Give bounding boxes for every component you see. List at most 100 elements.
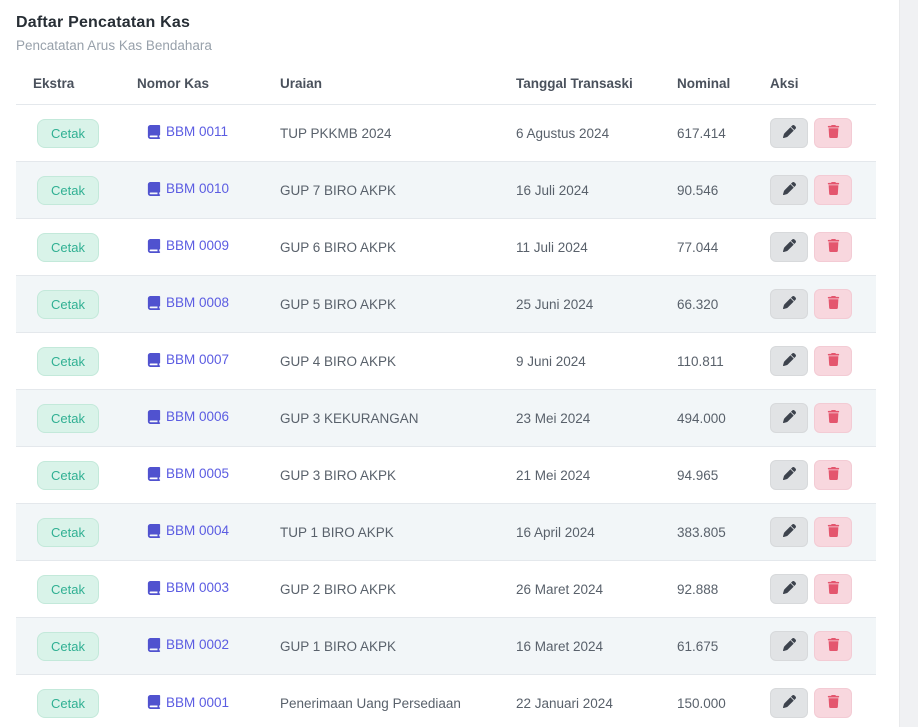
pencil-icon: [782, 467, 796, 483]
book-icon: [147, 295, 161, 310]
nomor-kas-link[interactable]: BBM 0008: [147, 295, 229, 310]
nomor-kas-cell: BBM 0008: [120, 275, 263, 333]
edit-button[interactable]: [770, 346, 808, 376]
nominal-cell: 61.675: [660, 617, 753, 675]
tanggal-cell: 23 Mei 2024: [499, 389, 660, 447]
tanggal-cell: 16 April 2024: [499, 503, 660, 561]
tanggal-cell: 21 Mei 2024: [499, 446, 660, 504]
edit-button[interactable]: [770, 175, 808, 205]
pencil-icon: [782, 695, 796, 711]
aksi-cell: [753, 503, 876, 561]
uraian-cell: GUP 2 BIRO AKPK: [263, 560, 499, 618]
cetak-button[interactable]: Cetak: [37, 574, 99, 604]
column-header-tanggal-transaksi: Tanggal Transaski: [516, 76, 633, 91]
uraian-cell: GUP 4 BIRO AKPK: [263, 332, 499, 390]
delete-button[interactable]: [814, 289, 852, 319]
aksi-cell: [753, 161, 876, 219]
nomor-kas-link[interactable]: BBM 0003: [147, 580, 229, 595]
book-icon: [147, 580, 161, 595]
delete-button[interactable]: [814, 574, 852, 604]
nomor-kas-cell: BBM 0005: [120, 446, 263, 504]
ekstra-cell: Cetak: [16, 161, 120, 219]
page-subtitle: Pencatatan Arus Kas Bendahara: [16, 38, 212, 53]
nomor-kas-label: BBM 0005: [166, 466, 230, 482]
nomor-kas-cell: BBM 0006: [120, 389, 263, 447]
cetak-button[interactable]: Cetak: [37, 631, 99, 661]
table-row: Cetak BBM 0010 GUP 7 BIRO AKPK 16 Juli: [16, 161, 876, 219]
edit-button[interactable]: [770, 517, 808, 547]
delete-button[interactable]: [814, 346, 852, 376]
delete-button[interactable]: [814, 118, 852, 148]
tanggal-cell: 6 Agustus 2024: [499, 104, 660, 162]
cetak-button[interactable]: Cetak: [37, 517, 99, 547]
edit-button[interactable]: [770, 631, 808, 661]
trash-icon: [827, 695, 840, 711]
delete-button[interactable]: [814, 631, 852, 661]
nomor-kas-link[interactable]: BBM 0010: [147, 181, 229, 196]
uraian-cell: GUP 5 BIRO AKPK: [263, 275, 499, 333]
nomor-kas-link[interactable]: BBM 0002: [147, 637, 229, 652]
column-header-nominal: Nominal: [677, 76, 731, 91]
nomor-kas-cell: BBM 0004: [120, 503, 263, 561]
uraian-cell: TUP 1 BIRO AKPK: [263, 503, 499, 561]
aksi-cell: [753, 674, 876, 727]
nomor-kas-link[interactable]: BBM 0011: [147, 124, 228, 139]
nomor-kas-label: BBM 0002: [166, 637, 230, 653]
nomor-kas-link[interactable]: BBM 0005: [147, 466, 229, 481]
cetak-button[interactable]: Cetak: [37, 175, 99, 205]
delete-button[interactable]: [814, 517, 852, 547]
nomor-kas-link[interactable]: BBM 0001: [147, 695, 229, 710]
nomor-kas-label: BBM 0011: [166, 124, 229, 140]
trash-icon: [827, 581, 840, 597]
ekstra-cell: Cetak: [16, 617, 120, 675]
nomor-kas-label: BBM 0009: [166, 238, 230, 254]
table-row: Cetak BBM 0004 TUP 1 BIRO AKPK 16 Apri: [16, 503, 876, 561]
table-body: Cetak BBM 0011 TUP PKKMB 2024 6 Agustu: [16, 104, 876, 727]
trash-icon: [827, 182, 840, 198]
nomor-kas-cell: BBM 0007: [120, 332, 263, 390]
nomor-kas-link[interactable]: BBM 0009: [147, 238, 229, 253]
book-icon: [147, 466, 161, 481]
tanggal-cell: 22 Januari 2024: [499, 674, 660, 727]
delete-button[interactable]: [814, 688, 852, 719]
nomor-kas-link[interactable]: BBM 0007: [147, 352, 229, 367]
cetak-button[interactable]: Cetak: [37, 289, 99, 319]
cetak-button[interactable]: Cetak: [37, 403, 99, 433]
nomor-kas-cell: BBM 0009: [120, 218, 263, 276]
nominal-cell: 77.044: [660, 218, 753, 276]
pencil-icon: [782, 353, 796, 369]
delete-button[interactable]: [814, 232, 852, 262]
delete-button[interactable]: [814, 403, 852, 433]
trash-icon: [827, 296, 840, 312]
book-icon: [147, 352, 161, 367]
delete-button[interactable]: [814, 460, 852, 490]
delete-button[interactable]: [814, 175, 852, 205]
nomor-kas-link[interactable]: BBM 0006: [147, 409, 229, 424]
book-icon: [147, 523, 161, 538]
edit-button[interactable]: [770, 289, 808, 319]
aksi-cell: [753, 218, 876, 276]
cetak-button[interactable]: Cetak: [37, 688, 99, 718]
nomor-kas-link[interactable]: BBM 0004: [147, 523, 229, 538]
edit-button[interactable]: [770, 232, 808, 262]
edit-button[interactable]: [770, 688, 808, 719]
edit-button[interactable]: [770, 118, 808, 148]
edit-button[interactable]: [770, 574, 808, 604]
table-row: Cetak BBM 0003 GUP 2 BIRO AKPK 26 Mare: [16, 560, 876, 618]
scrollbar-track[interactable]: [899, 0, 918, 727]
trash-icon: [827, 410, 840, 426]
pencil-icon: [782, 296, 796, 312]
cetak-button[interactable]: Cetak: [37, 232, 99, 262]
cetak-button[interactable]: Cetak: [37, 460, 99, 490]
pencil-icon: [782, 638, 796, 654]
uraian-cell: TUP PKKMB 2024: [263, 104, 499, 162]
ekstra-cell: Cetak: [16, 104, 120, 162]
edit-button[interactable]: [770, 460, 808, 490]
edit-button[interactable]: [770, 403, 808, 433]
book-icon: [147, 409, 161, 424]
table-row: Cetak BBM 0007 GUP 4 BIRO AKPK 9 Juni: [16, 332, 876, 390]
cetak-button[interactable]: Cetak: [37, 118, 99, 148]
table-row: Cetak BBM 0009 GUP 6 BIRO AKPK 11 Juli: [16, 218, 876, 276]
cetak-button[interactable]: Cetak: [37, 346, 99, 376]
book-icon: [147, 637, 161, 652]
